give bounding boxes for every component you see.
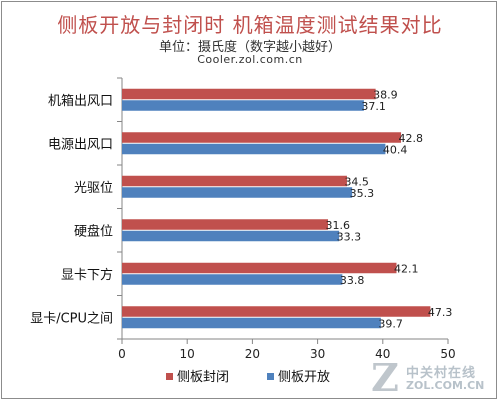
bar-closed — [122, 262, 397, 274]
data-label: 38.9 — [373, 88, 398, 101]
category-label: 显卡下方 — [61, 267, 113, 283]
watermark-mark: Z — [371, 355, 399, 400]
data-label: 39.7 — [378, 317, 403, 330]
bar-open — [122, 230, 340, 242]
category-label: 机箱出风口 — [48, 93, 113, 109]
bar-closed — [122, 132, 402, 143]
category-label: 硬盘位 — [74, 223, 113, 239]
legend-swatch — [267, 373, 274, 380]
bar-open — [122, 187, 353, 198]
bar-open — [122, 143, 386, 155]
chart-title: 侧板开放与封闭时 机箱温度测试结果对比 — [57, 13, 443, 37]
data-label: 42.8 — [399, 132, 424, 145]
bar-open — [122, 100, 364, 111]
bar-closed — [122, 219, 329, 230]
bar-closed — [122, 175, 347, 187]
data-label: 35.3 — [350, 187, 375, 200]
bar-open — [122, 317, 381, 329]
chart-source: Cooler.zol.com.cn — [197, 53, 303, 66]
data-label: 33.3 — [337, 230, 362, 243]
chart-subtitle: 单位：摄氏度（数字越小越好） — [158, 40, 341, 55]
data-label: 33.8 — [340, 274, 365, 287]
x-tick-label: 40 — [375, 347, 390, 361]
x-tick-label: 10 — [180, 347, 195, 361]
data-label: 40.4 — [383, 143, 408, 156]
legend-label: 侧板开放 — [278, 370, 330, 385]
data-label: 42.1 — [394, 262, 419, 275]
category-label: 电源出风口 — [48, 137, 113, 152]
legend-swatch — [166, 373, 173, 380]
bar-closed — [122, 88, 376, 100]
category-label: 光驱位 — [74, 181, 113, 196]
bar-closed — [122, 306, 431, 317]
zol-watermark-logo: Z 中关村在线 ZOL.COM.CN — [366, 358, 496, 398]
x-tick-label: 50 — [440, 347, 455, 361]
category-label: 显卡/CPU之间 — [30, 311, 113, 326]
watermark-en-text: ZOL.COM.CN — [406, 379, 485, 392]
data-label: 37.1 — [361, 100, 386, 113]
bar-open — [122, 274, 343, 285]
data-label: 47.3 — [428, 306, 453, 319]
data-label: 31.6 — [326, 219, 351, 232]
data-label: 34.5 — [344, 175, 369, 188]
watermark-cn-text: 中关村在线 — [406, 366, 477, 381]
x-tick-label: 0 — [118, 347, 126, 361]
x-tick-label: 20 — [245, 347, 260, 361]
x-tick-label: 30 — [310, 347, 325, 361]
legend-label: 侧板封闭 — [177, 370, 229, 385]
